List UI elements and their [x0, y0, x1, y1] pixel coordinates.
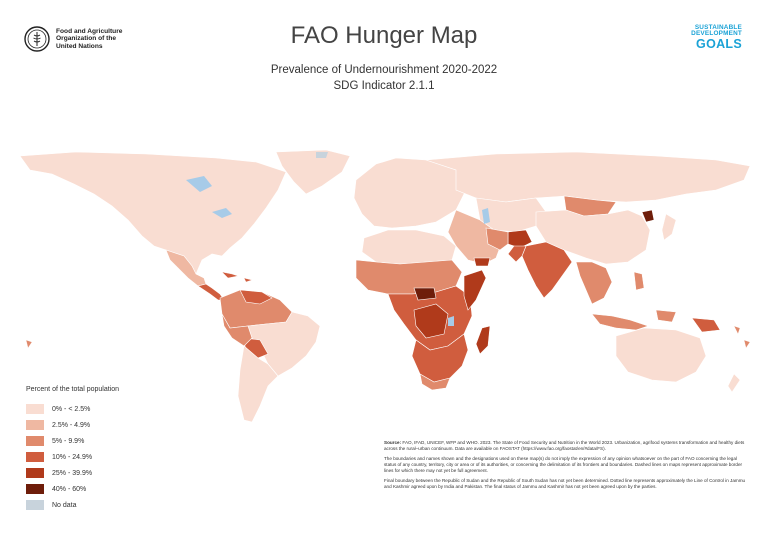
papua — [691, 317, 721, 333]
fao-emblem-icon — [24, 26, 50, 52]
legend-swatch — [26, 436, 44, 446]
fao-logo: Food and Agriculture Organization of the… — [24, 26, 136, 52]
legend-label: 10% - 24.9% — [52, 453, 93, 461]
sdg-indicator: SDG Indicator 2.1.1 — [333, 80, 435, 92]
new-zealand — [727, 373, 741, 393]
sdg-logo-line3: GOALS — [696, 36, 742, 51]
legend-swatch — [26, 452, 44, 462]
sdg-logo-line2: DEVELOPMENT — [691, 30, 742, 38]
peru — [221, 313, 253, 347]
caribbean — [221, 271, 253, 283]
legend-title: Percent of the total population — [26, 386, 120, 393]
source-text: FAO, IFAD, UNICEF, WFP and WHO. 2023. Th… — [384, 440, 745, 451]
legend-item: No data — [26, 497, 119, 513]
disclaimer-text: The boundaries and names shown and the d… — [384, 456, 743, 473]
southern-cone — [237, 345, 279, 423]
philippines — [633, 271, 645, 291]
drc — [413, 303, 449, 339]
madagascar — [475, 325, 491, 355]
legend-label: 0% - < 2.5% — [52, 405, 91, 413]
african-lakes — [448, 316, 454, 326]
legend-label: 5% - 9.9% — [52, 437, 85, 445]
boundary-note: Final boundary between the Republic of S… — [384, 478, 746, 489]
legend-swatch — [26, 404, 44, 414]
southeast-asia — [575, 261, 613, 305]
middle-east — [447, 209, 503, 265]
caspian-sea — [482, 208, 490, 224]
somalia — [463, 269, 487, 311]
india — [521, 241, 573, 299]
legend-item: 2.5% - 4.9% — [26, 417, 119, 433]
legend-swatch — [26, 420, 44, 430]
north-africa — [361, 229, 457, 265]
great-lakes — [212, 208, 232, 218]
legend-item: 5% - 9.9% — [26, 433, 119, 449]
hudson-bay — [186, 176, 212, 192]
legend-label: 40% - 60% — [52, 485, 87, 493]
iran — [485, 227, 509, 251]
north-korea — [641, 209, 655, 223]
legend-item: 40% - 60% — [26, 481, 119, 497]
southern-africa — [411, 333, 469, 383]
map-title: FAO Hunger Map — [290, 22, 478, 49]
legend-swatch — [26, 468, 44, 478]
map-subtitle: Prevalence of Undernourishment 2020-2022 — [270, 64, 498, 76]
indonesia — [591, 309, 677, 331]
legend: Percent of the total population 0% - < 2… — [26, 386, 119, 513]
yemen — [473, 257, 491, 267]
legend-swatch — [26, 500, 44, 510]
south-africa — [419, 373, 451, 391]
pakistan — [507, 245, 527, 263]
source-label: Source: — [384, 440, 402, 445]
pacific-islands — [25, 325, 751, 349]
venezuela — [239, 289, 273, 305]
europe — [353, 157, 467, 229]
japan — [661, 213, 677, 241]
central-america — [197, 283, 225, 301]
legend-swatch — [26, 484, 44, 494]
legend-label: 25% - 39.9% — [52, 469, 93, 477]
legend-label: 2.5% - 4.9% — [52, 421, 91, 429]
greenland — [275, 150, 351, 195]
legend-item: 0% - < 2.5% — [26, 401, 119, 417]
legend-label: No data — [52, 501, 77, 509]
legend-item: 25% - 39.9% — [26, 465, 119, 481]
australia — [615, 327, 707, 383]
fao-org-name: Food and Agriculture Organization of the… — [56, 27, 123, 50]
sdg-logo-line1: SUSTAINABLE — [694, 24, 742, 31]
source-paragraph: Source: FAO, IFAD, UNICEF, WFP and WHO. … — [384, 440, 746, 452]
north-america — [19, 151, 287, 275]
no-data-greenland — [316, 152, 328, 158]
world-map — [19, 150, 751, 423]
source-notes: Source: FAO, IFAD, UNICEF, WFP and WHO. … — [384, 440, 746, 494]
legend-item: 10% - 24.9% — [26, 449, 119, 465]
data-availability: Data are available on FAOSTAT (https://w… — [455, 446, 606, 451]
russia — [425, 151, 751, 203]
central-african-republic — [413, 287, 437, 301]
sdg-logo: SUSTAINABLE DEVELOPMENT GOALS — [691, 24, 742, 51]
